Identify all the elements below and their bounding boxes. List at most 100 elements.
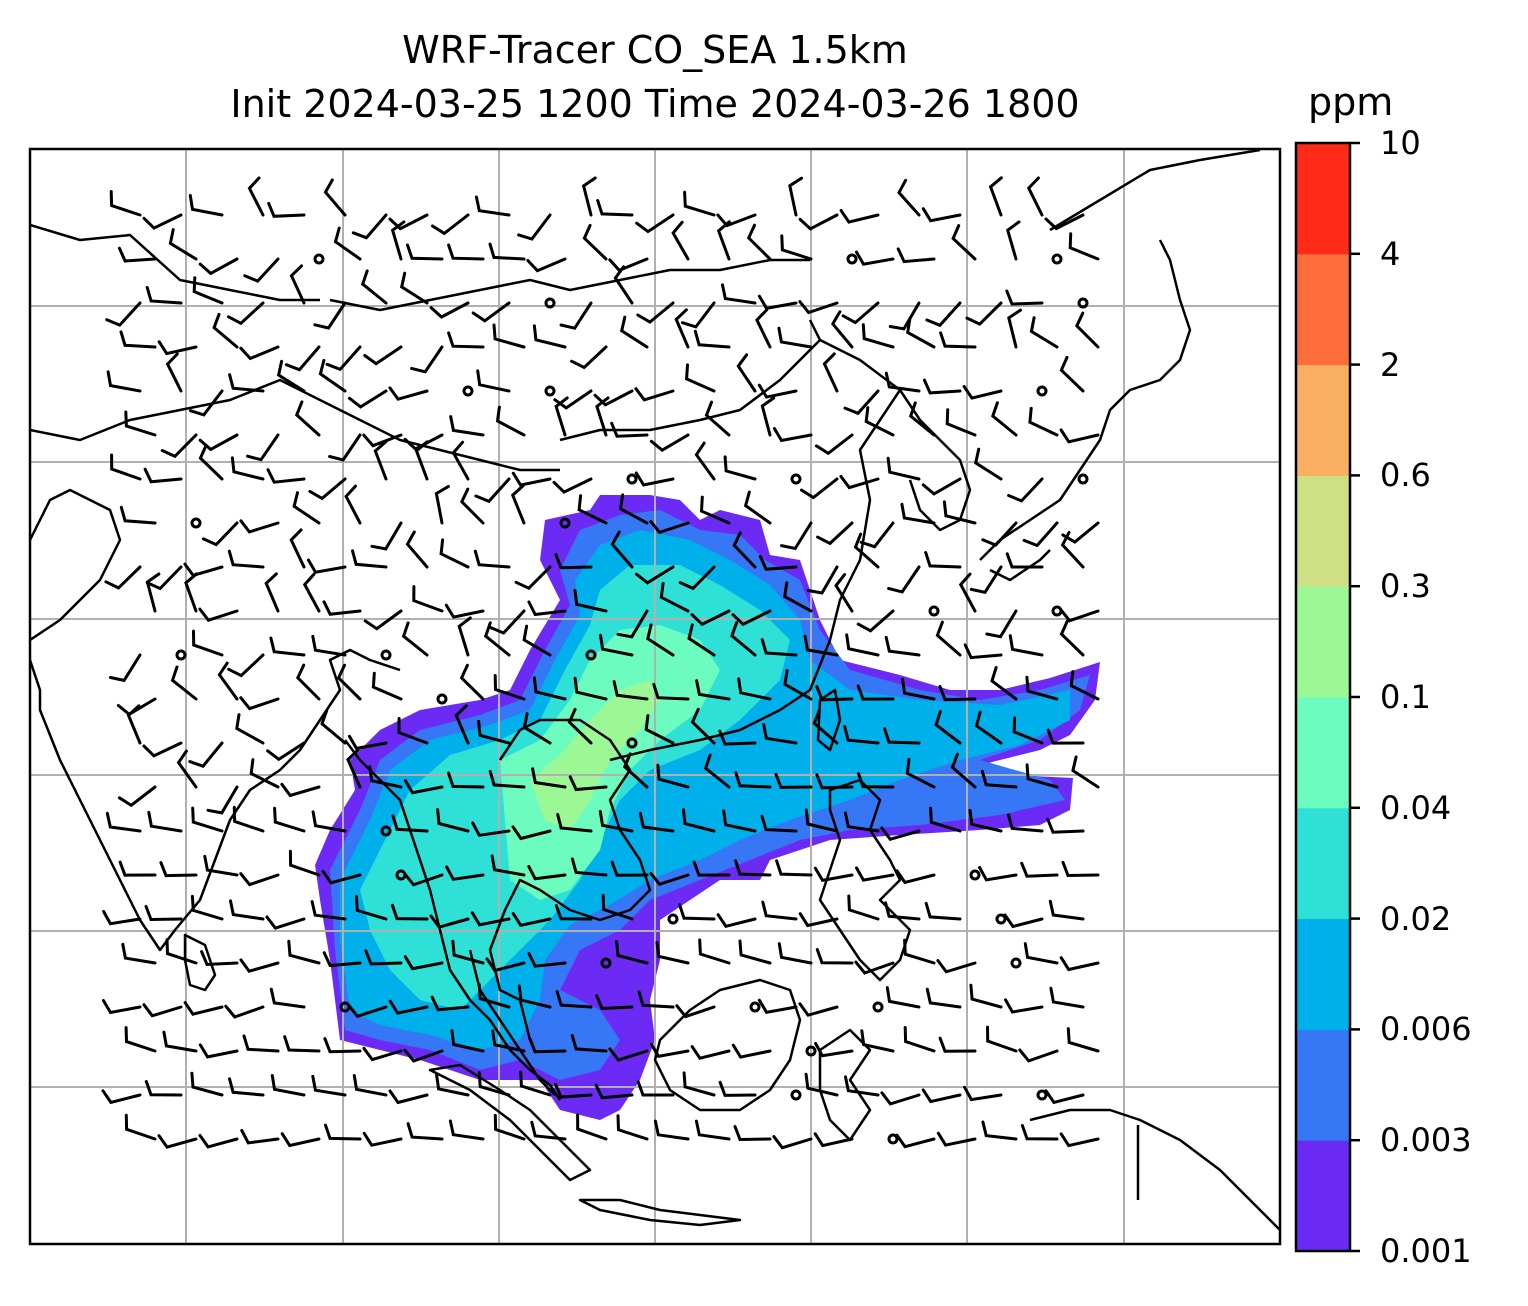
wind-barb <box>634 471 675 487</box>
wind-barb <box>183 562 224 578</box>
wind-barb <box>880 1091 921 1106</box>
wind-barb <box>198 1043 239 1059</box>
wind-barb <box>227 653 265 678</box>
wind-barb <box>1068 232 1100 261</box>
wind-barb <box>354 894 388 921</box>
wind-barb <box>322 951 362 968</box>
wind-barb <box>249 758 280 789</box>
wind-barb <box>699 495 731 525</box>
wind-barb <box>247 176 265 217</box>
wind-barb <box>145 565 183 591</box>
wind-barb <box>527 864 567 881</box>
wind-barb <box>212 312 239 349</box>
colorbar-tick-label: 0.1 <box>1380 678 1431 716</box>
wind-barb <box>981 1120 1018 1141</box>
wind-barb <box>553 389 593 410</box>
wind-barb <box>403 1048 444 1063</box>
wind-barb <box>974 710 1003 745</box>
wind-barb <box>243 257 280 283</box>
wind-barb <box>610 421 649 438</box>
coastline-indochina <box>488 718 652 1041</box>
wind-barb <box>593 389 634 407</box>
wind-barb <box>886 456 921 481</box>
wind-barb <box>280 782 321 798</box>
wind-barb <box>118 860 157 877</box>
wind-barb <box>1008 634 1044 657</box>
wind-barb <box>798 213 839 231</box>
wind-barb <box>887 565 921 594</box>
wind-barb <box>239 958 280 973</box>
wind-barb <box>554 904 593 921</box>
coastlines-borders <box>30 149 1280 1231</box>
calm-wind-marker <box>1051 605 1063 617</box>
wind-barb <box>190 894 224 921</box>
wind-barb <box>730 621 757 657</box>
wind-barb <box>471 821 511 837</box>
calm-wind-marker <box>995 913 1007 925</box>
wind-barb <box>159 861 198 878</box>
wind-barb <box>963 1085 1003 1102</box>
wind-barb <box>287 939 321 965</box>
wind-barb <box>743 490 772 525</box>
wind-barb <box>527 600 567 617</box>
wind-barb <box>615 940 649 965</box>
wind-barb <box>108 653 142 683</box>
border-central-asia <box>30 223 320 302</box>
wind-barb <box>883 727 921 745</box>
wind-barb <box>227 549 265 569</box>
wind-barb <box>568 775 608 792</box>
wind-barb <box>1018 1048 1059 1063</box>
wind-barb <box>477 983 511 1009</box>
wind-barb <box>635 213 675 234</box>
wind-barbs <box>101 176 1100 1150</box>
wind-barb <box>1061 860 1100 878</box>
calm-wind-marker <box>626 737 638 749</box>
wind-barb <box>434 484 450 525</box>
wind-barb <box>313 301 347 330</box>
wind-barb <box>762 723 798 745</box>
wind-barb <box>623 752 649 789</box>
wind-barb <box>777 326 813 349</box>
calm-wind-marker <box>1077 297 1089 309</box>
wind-barb <box>403 872 444 887</box>
wind-barb <box>471 301 511 323</box>
wind-barb <box>1066 1027 1100 1053</box>
wind-barb <box>333 226 362 261</box>
wind-barb <box>1025 675 1059 701</box>
wind-barb <box>884 371 921 393</box>
wind-barb <box>142 213 183 230</box>
wind-barb <box>822 352 839 393</box>
wind-barb <box>734 859 772 877</box>
wind-barb <box>198 1134 239 1149</box>
wind-barb <box>403 779 444 795</box>
wind-barb <box>555 990 593 1009</box>
wind-barb <box>448 1119 485 1141</box>
wind-barb <box>859 521 895 549</box>
wind-barb <box>804 808 839 833</box>
coastline-borneo <box>653 978 802 1112</box>
wind-barb <box>445 865 485 881</box>
wind-barb <box>646 623 675 657</box>
wind-barb <box>363 609 403 631</box>
wind-barb <box>1022 521 1059 548</box>
wind-barb <box>649 1042 690 1058</box>
map-title-line-2: Init 2024-03-25 1200 Time 2024-03-26 180… <box>230 82 1080 126</box>
wind-barb <box>308 477 347 501</box>
wind-barb <box>601 893 634 921</box>
wind-barb <box>284 345 321 372</box>
wind-barb <box>198 433 239 452</box>
wind-barb <box>321 869 362 885</box>
wind-barb <box>963 643 1003 660</box>
wind-barb <box>110 453 142 481</box>
wind-barb <box>687 623 716 657</box>
wind-barb <box>289 264 306 305</box>
wind-barb <box>270 1074 306 1097</box>
wind-barb <box>144 1080 183 1097</box>
wind-barb <box>1059 619 1085 657</box>
wind-barb <box>690 1045 731 1060</box>
colorbar-tick-label: 0.001 <box>1380 1232 1472 1270</box>
wind-barb <box>289 528 306 569</box>
wind-barb <box>246 433 280 462</box>
wind-barb <box>780 234 813 261</box>
calm-wind-marker <box>667 913 679 925</box>
